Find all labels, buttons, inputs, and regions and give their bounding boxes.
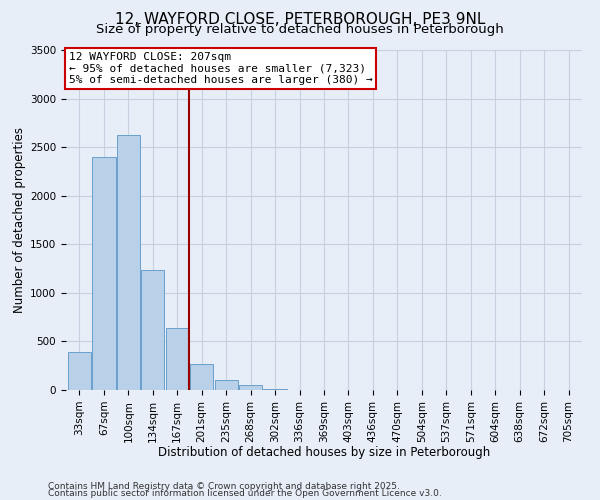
Text: Size of property relative to detached houses in Peterborough: Size of property relative to detached ho… bbox=[96, 22, 504, 36]
Bar bbox=[92, 157, 116, 390]
Text: 12 WAYFORD CLOSE: 207sqm
← 95% of detached houses are smaller (7,323)
5% of semi: 12 WAYFORD CLOSE: 207sqm ← 95% of detach… bbox=[68, 52, 373, 85]
X-axis label: Distribution of detached houses by size in Peterborough: Distribution of detached houses by size … bbox=[158, 446, 490, 459]
Bar bbox=[263, 389, 287, 390]
Bar bbox=[215, 380, 238, 390]
Text: Contains public sector information licensed under the Open Government Licence v3: Contains public sector information licen… bbox=[48, 489, 442, 498]
Y-axis label: Number of detached properties: Number of detached properties bbox=[13, 127, 26, 313]
Text: Contains HM Land Registry data © Crown copyright and database right 2025.: Contains HM Land Registry data © Crown c… bbox=[48, 482, 400, 491]
Bar bbox=[68, 352, 91, 390]
Bar bbox=[190, 364, 214, 390]
Bar bbox=[141, 270, 164, 390]
Text: 12, WAYFORD CLOSE, PETERBOROUGH, PE3 9NL: 12, WAYFORD CLOSE, PETERBOROUGH, PE3 9NL bbox=[115, 12, 485, 28]
Bar bbox=[239, 385, 262, 390]
Bar bbox=[166, 328, 189, 390]
Bar bbox=[117, 136, 140, 390]
